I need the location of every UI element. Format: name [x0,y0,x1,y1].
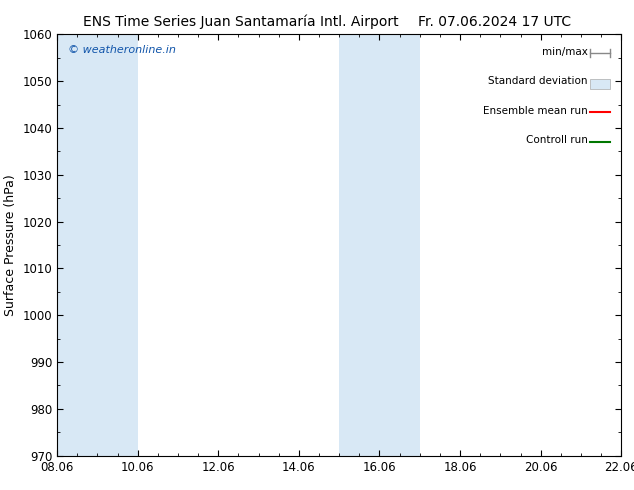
Text: min/max: min/max [541,47,588,57]
Text: ENS Time Series Juan Santamaría Intl. Airport: ENS Time Series Juan Santamaría Intl. Ai… [83,15,399,29]
Bar [339,34,420,456]
Y-axis label: Surface Pressure (hPa): Surface Pressure (hPa) [4,174,17,316]
FancyBboxPatch shape [590,78,610,89]
Text: Ensemble mean run: Ensemble mean run [482,106,588,116]
Text: Standard deviation: Standard deviation [488,76,588,86]
Bar [621,34,634,456]
Text: © weatheronline.in: © weatheronline.in [68,45,176,55]
Text: Fr. 07.06.2024 17 UTC: Fr. 07.06.2024 17 UTC [418,15,571,29]
Bar [57,34,138,456]
Text: Controll run: Controll run [526,135,588,146]
